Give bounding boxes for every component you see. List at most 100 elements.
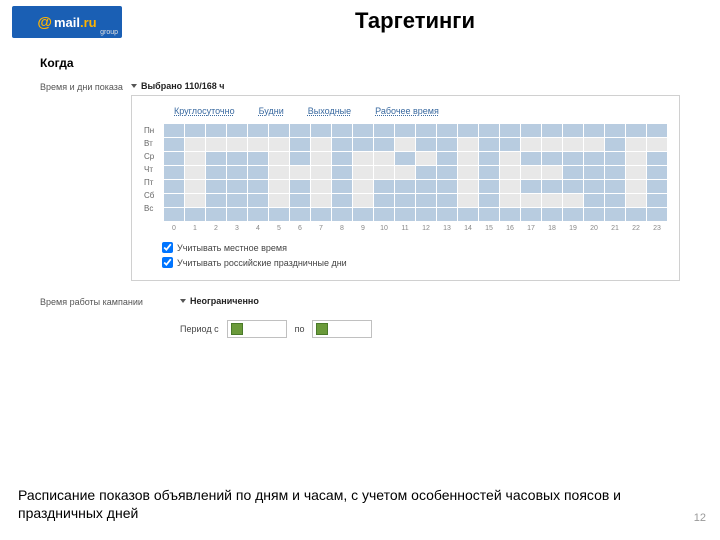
cell-1-9[interactable] [353,138,373,151]
cell-1-11[interactable] [395,138,415,151]
cell-5-9[interactable] [353,194,373,207]
cell-4-1[interactable] [185,180,205,193]
cell-5-14[interactable] [458,194,478,207]
cell-5-6[interactable] [290,194,310,207]
cell-0-16[interactable] [500,124,520,137]
cell-2-4[interactable] [248,152,268,165]
cell-1-2[interactable] [206,138,226,151]
cell-0-17[interactable] [521,124,541,137]
cell-4-20[interactable] [584,180,604,193]
cell-1-22[interactable] [626,138,646,151]
cell-6-8[interactable] [332,208,352,221]
cell-3-15[interactable] [479,166,499,179]
cell-4-19[interactable] [563,180,583,193]
cell-5-1[interactable] [185,194,205,207]
cell-6-11[interactable] [395,208,415,221]
cell-6-3[interactable] [227,208,247,221]
cell-3-11[interactable] [395,166,415,179]
cell-6-0[interactable] [164,208,184,221]
cell-4-23[interactable] [647,180,667,193]
cell-4-16[interactable] [500,180,520,193]
cell-2-0[interactable] [164,152,184,165]
opt-local-time[interactable]: Учитывать местное время [162,242,667,253]
cell-6-7[interactable] [311,208,331,221]
cell-0-4[interactable] [248,124,268,137]
cell-3-13[interactable] [437,166,457,179]
cell-1-14[interactable] [458,138,478,151]
cell-6-6[interactable] [290,208,310,221]
cell-3-22[interactable] [626,166,646,179]
cell-5-5[interactable] [269,194,289,207]
cell-2-14[interactable] [458,152,478,165]
cell-0-9[interactable] [353,124,373,137]
cell-3-16[interactable] [500,166,520,179]
cell-1-21[interactable] [605,138,625,151]
cell-5-4[interactable] [248,194,268,207]
cell-2-20[interactable] [584,152,604,165]
cell-0-23[interactable] [647,124,667,137]
cell-0-15[interactable] [479,124,499,137]
cell-1-23[interactable] [647,138,667,151]
cell-4-18[interactable] [542,180,562,193]
cell-1-10[interactable] [374,138,394,151]
cell-1-7[interactable] [311,138,331,151]
cell-1-1[interactable] [185,138,205,151]
cell-5-7[interactable] [311,194,331,207]
cell-5-18[interactable] [542,194,562,207]
cell-2-19[interactable] [563,152,583,165]
preset-all[interactable]: Круглосуточно [174,106,235,116]
cell-3-6[interactable] [290,166,310,179]
cell-0-8[interactable] [332,124,352,137]
cell-0-14[interactable] [458,124,478,137]
cell-2-16[interactable] [500,152,520,165]
cell-0-5[interactable] [269,124,289,137]
cell-5-15[interactable] [479,194,499,207]
cell-2-1[interactable] [185,152,205,165]
cell-5-22[interactable] [626,194,646,207]
cell-3-3[interactable] [227,166,247,179]
cell-2-18[interactable] [542,152,562,165]
cell-0-12[interactable] [416,124,436,137]
cell-5-8[interactable] [332,194,352,207]
cell-0-6[interactable] [290,124,310,137]
cell-4-0[interactable] [164,180,184,193]
cell-0-7[interactable] [311,124,331,137]
cell-2-5[interactable] [269,152,289,165]
cell-2-15[interactable] [479,152,499,165]
schedule-grid[interactable] [164,124,667,221]
cell-5-0[interactable] [164,194,184,207]
cell-6-4[interactable] [248,208,268,221]
cell-6-20[interactable] [584,208,604,221]
cell-0-1[interactable] [185,124,205,137]
cell-2-21[interactable] [605,152,625,165]
cell-1-4[interactable] [248,138,268,151]
cell-5-20[interactable] [584,194,604,207]
cell-1-16[interactable] [500,138,520,151]
cell-2-2[interactable] [206,152,226,165]
cell-1-6[interactable] [290,138,310,151]
cell-6-13[interactable] [437,208,457,221]
cell-2-10[interactable] [374,152,394,165]
cell-6-21[interactable] [605,208,625,221]
cell-4-13[interactable] [437,180,457,193]
cell-3-20[interactable] [584,166,604,179]
date-from-input[interactable] [227,320,287,338]
schedule-dropdown[interactable]: Выбрано 110/168 ч [131,81,224,91]
cell-0-10[interactable] [374,124,394,137]
cell-4-2[interactable] [206,180,226,193]
cell-3-4[interactable] [248,166,268,179]
cell-1-0[interactable] [164,138,184,151]
cell-3-21[interactable] [605,166,625,179]
cell-6-14[interactable] [458,208,478,221]
cell-5-3[interactable] [227,194,247,207]
preset-weekdays[interactable]: Будни [259,106,284,116]
cell-6-18[interactable] [542,208,562,221]
cell-0-21[interactable] [605,124,625,137]
cell-4-21[interactable] [605,180,625,193]
cell-5-2[interactable] [206,194,226,207]
cell-4-15[interactable] [479,180,499,193]
cell-5-11[interactable] [395,194,415,207]
cell-6-9[interactable] [353,208,373,221]
cell-2-13[interactable] [437,152,457,165]
cell-2-23[interactable] [647,152,667,165]
